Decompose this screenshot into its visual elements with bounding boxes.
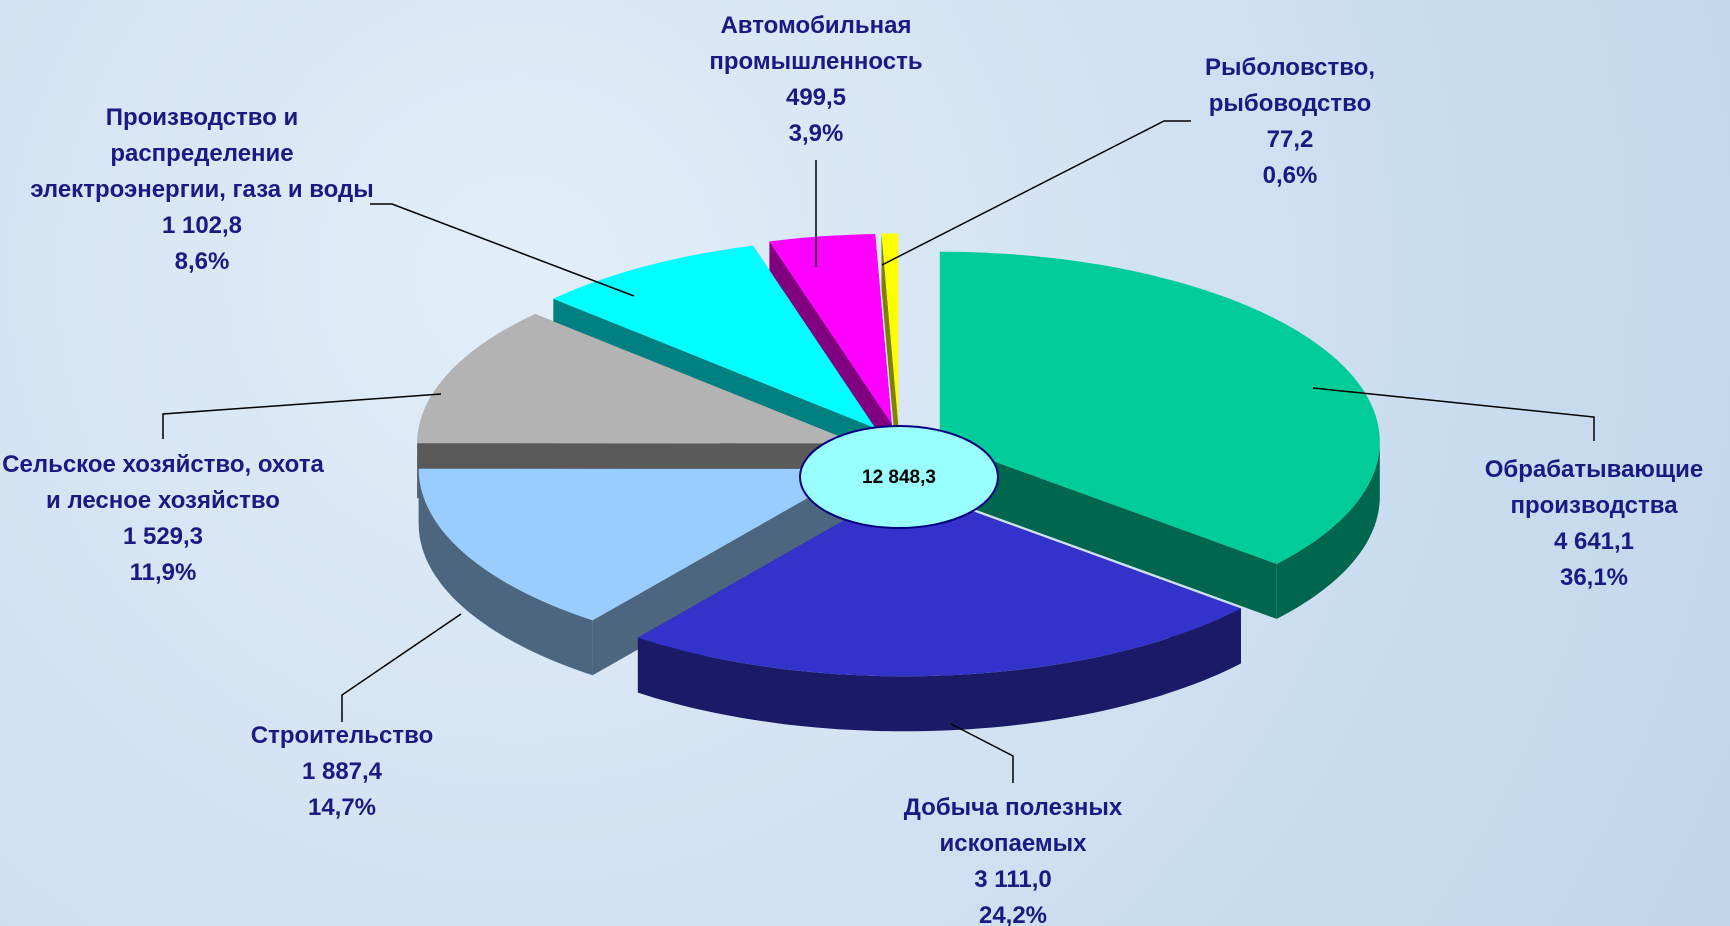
value-label: 77,2 bbox=[1266, 126, 1314, 153]
leader-line bbox=[162, 393, 442, 439]
category-label: Рыболовство, рыбоводство bbox=[1204, 54, 1375, 117]
slice bbox=[637, 486, 1241, 677]
value-label: 3 111,0 bbox=[974, 866, 1052, 893]
percent-label: 36,1% bbox=[1559, 564, 1629, 591]
slice-label: Автомобильная промышленность 499,5 3,9% bbox=[666, 8, 966, 152]
category-label: Строительство bbox=[250, 722, 434, 749]
percent-label: 0,6% bbox=[1262, 162, 1318, 189]
category-label: Автомобильная промышленность bbox=[709, 12, 923, 75]
slice-label: Обрабатывающие производства 4 641,1 36,1% bbox=[1464, 452, 1724, 596]
leader-line bbox=[950, 723, 1014, 783]
slice-label: Производство и распределение электроэнер… bbox=[17, 100, 387, 280]
value-label: 499,5 bbox=[785, 84, 847, 111]
slice bbox=[939, 251, 1380, 564]
percent-label: 11,9% bbox=[129, 559, 197, 586]
value-label: 1 887,4 bbox=[301, 758, 383, 785]
slices bbox=[417, 233, 1380, 732]
slice bbox=[553, 245, 876, 429]
slice bbox=[769, 234, 892, 424]
leader-line bbox=[370, 203, 635, 297]
leader-line bbox=[881, 120, 1191, 266]
slice-wall bbox=[418, 469, 593, 676]
category-label: Производство и распределение электроэнер… bbox=[30, 104, 374, 203]
total-ellipse bbox=[799, 425, 999, 529]
slice-label: Рыболовство, рыбоводство 77,2 0,6% bbox=[1160, 50, 1420, 194]
leader-line bbox=[341, 613, 462, 722]
value-label: 1 102,8 bbox=[161, 212, 243, 239]
percent-label: 8,6% bbox=[174, 248, 230, 275]
slice-label: Сельское хозяйство, охота и лесное хозяй… bbox=[0, 447, 328, 591]
value-label: 1 529,3 bbox=[122, 523, 204, 550]
slice-label: Строительство 1 887,4 14,7% bbox=[212, 718, 472, 826]
category-label: Сельское хозяйство, охота и лесное хозяй… bbox=[2, 451, 324, 514]
percent-label: 14,7% bbox=[307, 794, 377, 821]
slice bbox=[417, 314, 858, 444]
slice-side bbox=[939, 441, 1277, 619]
category-label: Обрабатывающие производства bbox=[1484, 456, 1704, 519]
category-label: Добыча полезных ископаемых bbox=[903, 794, 1123, 857]
percent-label: 24,2% bbox=[978, 902, 1048, 926]
slice-label: Добыча полезных ископаемых 3 111,0 24,2% bbox=[863, 790, 1163, 926]
leader-line bbox=[1312, 387, 1595, 441]
slice-wall bbox=[637, 608, 1241, 732]
total-label: 12 848,3 bbox=[862, 467, 936, 488]
value-label: 4 641,1 bbox=[1553, 528, 1635, 555]
slice-side bbox=[881, 233, 899, 479]
slice-wall bbox=[1276, 441, 1380, 619]
slice bbox=[881, 233, 899, 424]
slice bbox=[418, 468, 859, 621]
percent-label: 3,9% bbox=[788, 120, 844, 147]
